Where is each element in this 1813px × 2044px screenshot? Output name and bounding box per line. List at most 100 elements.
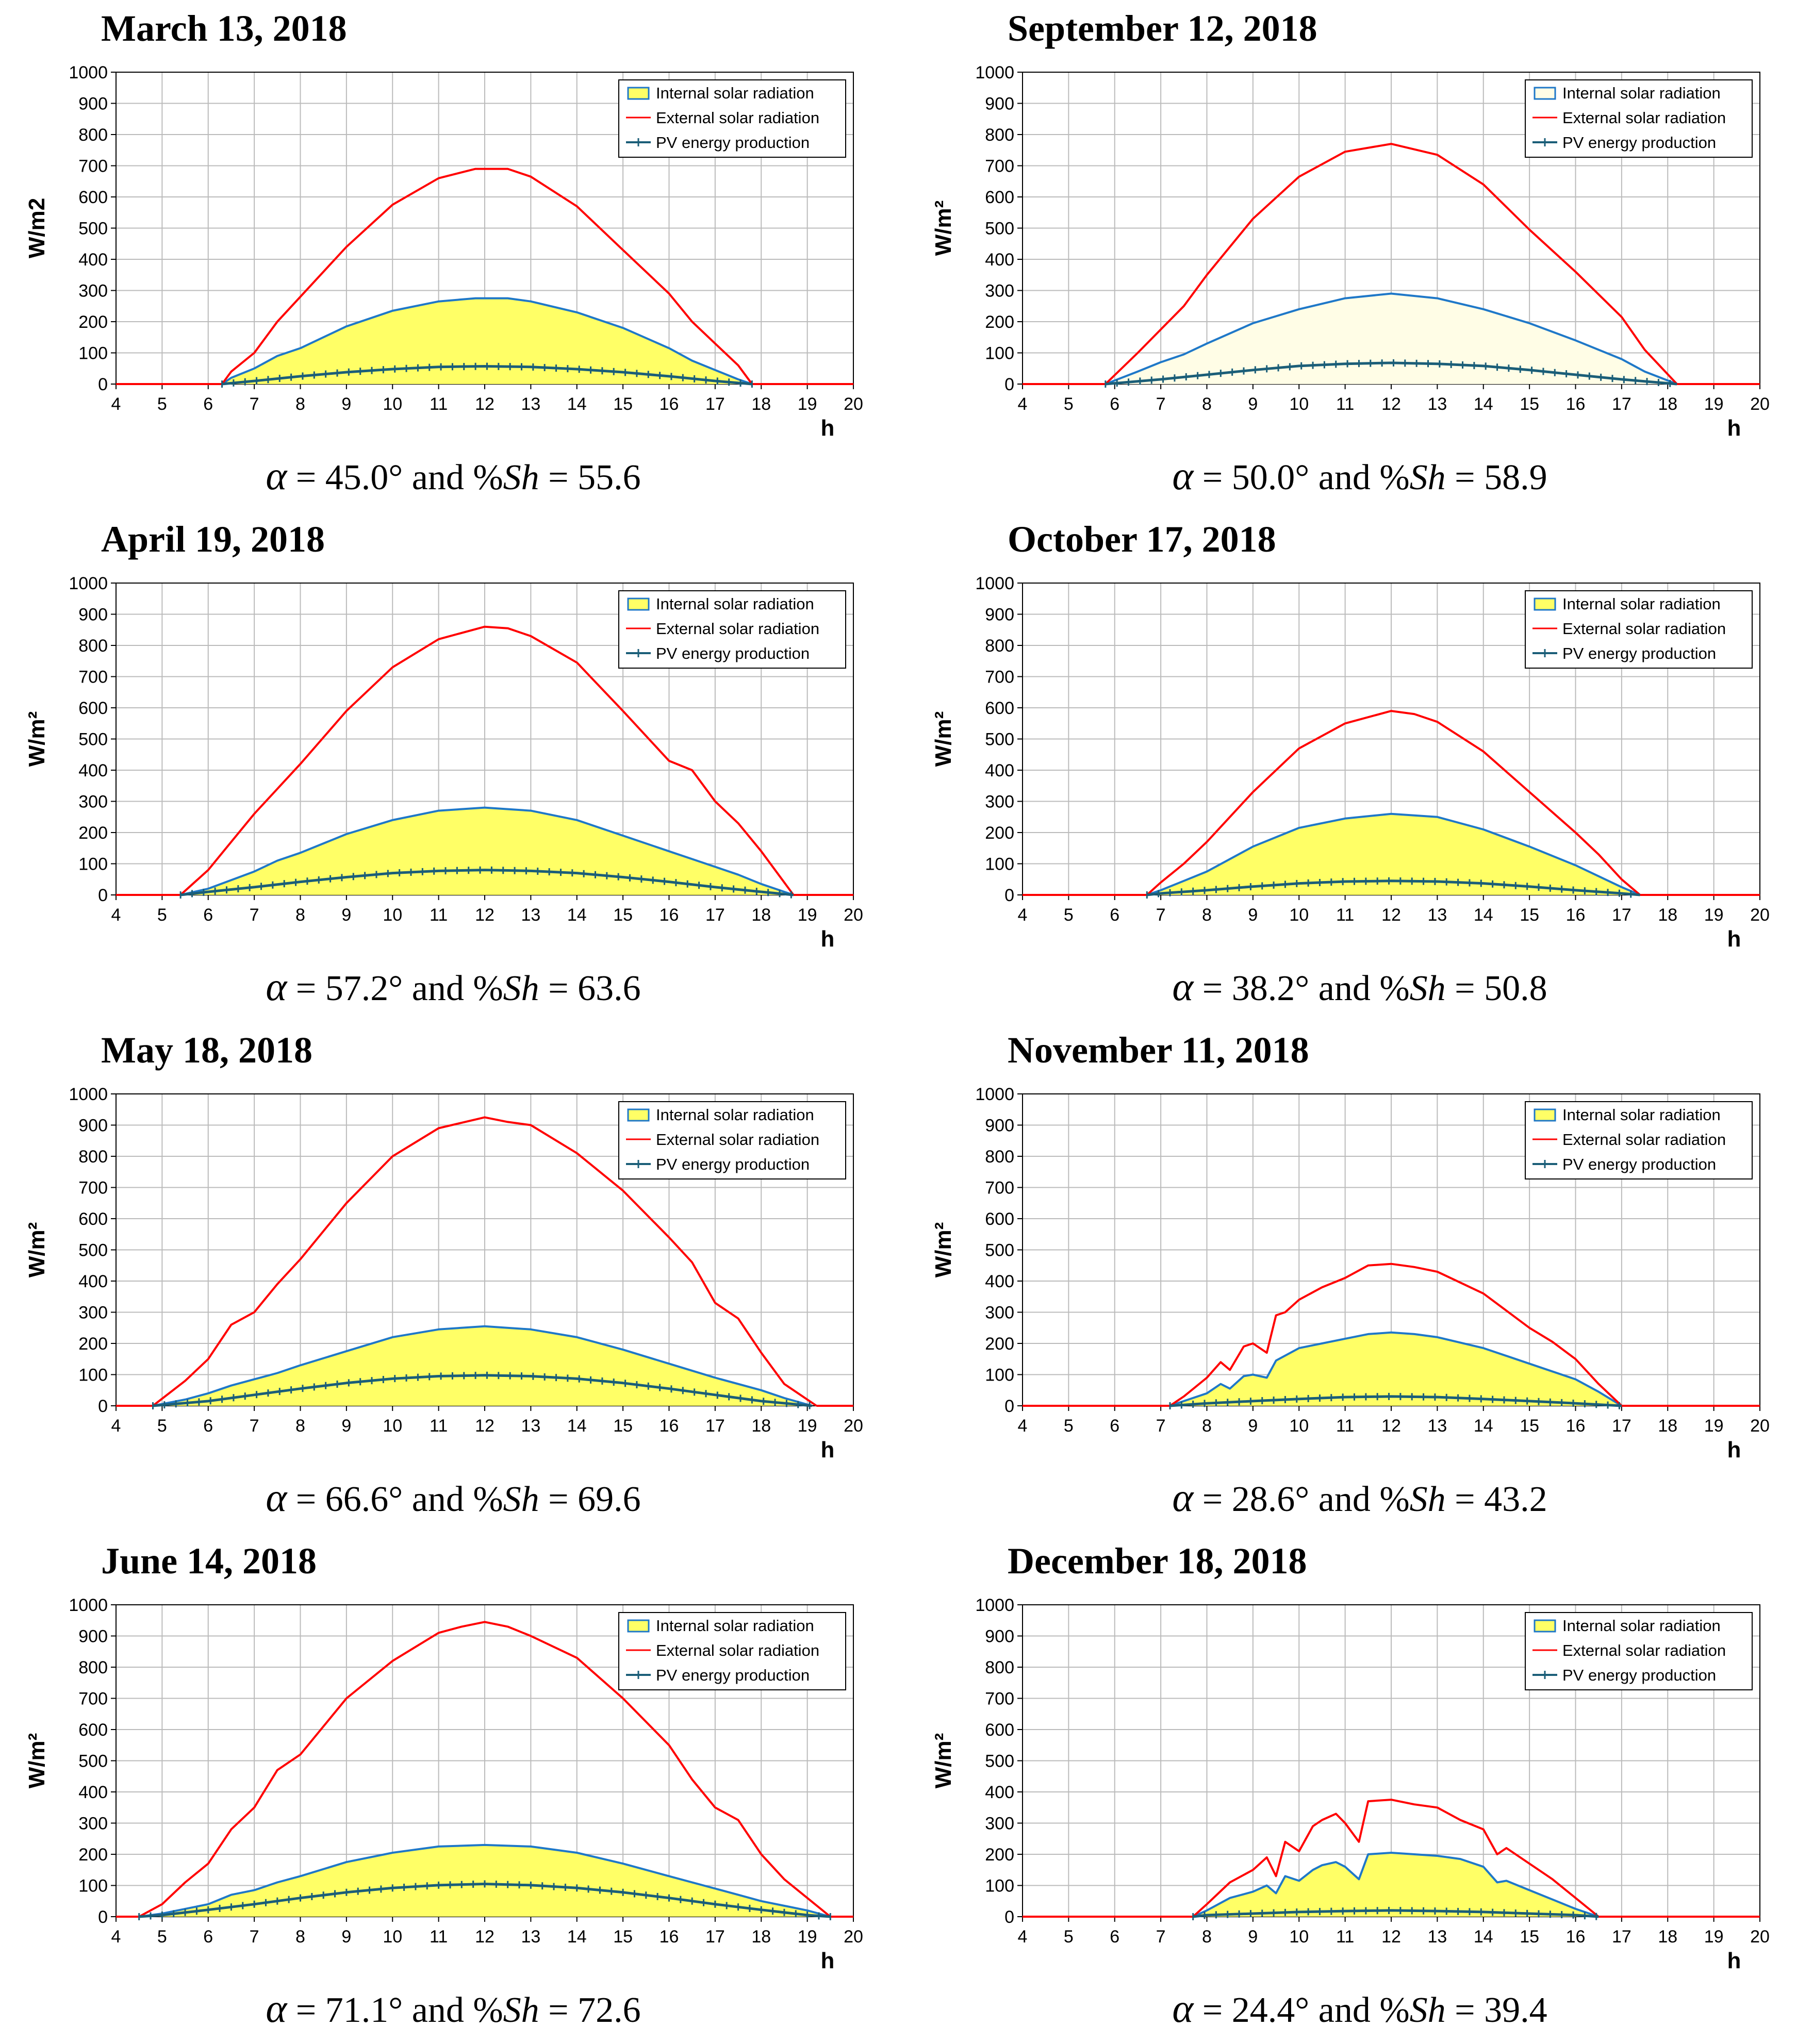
- y-tick-label: 500: [985, 730, 1014, 750]
- internal-radiation-line: [1146, 812, 1641, 896]
- x-tick-label: 17: [705, 905, 725, 925]
- y-tick-label: 900: [985, 1116, 1014, 1136]
- chart-title: June 14, 2018: [101, 1540, 317, 1582]
- y-tick-label: 500: [78, 1752, 108, 1771]
- x-tick-label: 5: [157, 905, 167, 925]
- x-tick-label: 6: [1110, 1927, 1119, 1947]
- y-tick-label: 100: [985, 855, 1014, 874]
- x-tick-label: 18: [751, 394, 771, 414]
- y-tick-label: 200: [78, 312, 108, 332]
- legend-label-internal: Internal solar radiation: [1562, 1617, 1721, 1635]
- y-tick-label: 300: [985, 1814, 1014, 1834]
- y-tick-label: 1000: [975, 1596, 1014, 1615]
- x-tick-label: 19: [798, 394, 817, 414]
- x-tick-label: 9: [1248, 394, 1258, 414]
- y-tick-label: 600: [985, 699, 1014, 718]
- x-tick-label: 6: [203, 1416, 213, 1436]
- legend-swatch-internal: [627, 1619, 650, 1633]
- x-tick-label: 14: [567, 1927, 587, 1947]
- chart-caption: α = 50.0° and %Sh = 58.9: [906, 453, 1813, 499]
- chart-caption: α = 66.6° and %Sh = 69.6: [0, 1474, 906, 1521]
- x-tick-label: 14: [1474, 905, 1493, 925]
- caption-sh-symbol: Sh: [503, 1990, 539, 2030]
- x-tick-label: 14: [567, 1416, 587, 1436]
- x-tick-label: 7: [1156, 1416, 1166, 1436]
- caption-alpha-symbol: α: [1172, 1475, 1194, 1520]
- x-axis-label: h: [1727, 926, 1741, 952]
- y-tick-label: 900: [78, 1116, 108, 1136]
- x-tick-label: 16: [1566, 905, 1586, 925]
- legend: Internal solar radiation External solar r…: [618, 1612, 846, 1690]
- legend-box: [618, 1612, 846, 1690]
- legend-label-internal: Internal solar radiation: [656, 1617, 814, 1635]
- x-tick-label: 16: [1566, 1927, 1586, 1947]
- caption-alpha-symbol: α: [266, 1986, 287, 2031]
- y-tick-label: 600: [985, 188, 1014, 207]
- internal-radiation-line: [1192, 1852, 1599, 1918]
- y-tick-label: 500: [985, 1752, 1014, 1771]
- x-tick-label: 7: [250, 1927, 259, 1947]
- y-tick-label: 100: [78, 1876, 108, 1896]
- caption-alpha-value: = 66.6° and %: [287, 1480, 503, 1519]
- x-tick-label: 8: [1202, 1416, 1212, 1436]
- y-tick-label: 700: [985, 1178, 1014, 1198]
- x-tick-label: 16: [660, 905, 679, 925]
- x-tick-label: 15: [613, 1927, 633, 1947]
- chart-title: October 17, 2018: [1008, 519, 1276, 560]
- x-tick-label: 17: [705, 1927, 725, 1947]
- y-tick-label: 0: [98, 1907, 108, 1927]
- y-tick-label: 400: [78, 1272, 108, 1291]
- chart-svg: 4 5 6 7 8 9 10 11 12 13 14 15 16 17 18 19 20010020030040…: [931, 63, 1770, 441]
- chart-panel-november: November 11, 2018 4 5 6 7 8 9 10 11 12 13 14 15 16 17 1…: [906, 1022, 1813, 1533]
- y-tick-label: 300: [78, 1814, 108, 1834]
- x-tick-label: 11: [430, 905, 448, 925]
- y-tick-label: 100: [78, 344, 108, 363]
- legend-label-external: External solar radiation: [656, 620, 819, 638]
- y-tick-label: 1000: [975, 574, 1014, 593]
- y-tick-label: 600: [78, 699, 108, 718]
- chart-panel-september: September 12, 2018 4 5 6 7 8 9 10 11 12 13 14 15 16 17…: [906, 0, 1813, 511]
- x-tick-label: 19: [1704, 1416, 1724, 1436]
- x-tick-label: 14: [1474, 1927, 1493, 1947]
- y-axis-label: W/m2: [24, 198, 50, 258]
- x-tick-label: 10: [1289, 905, 1309, 925]
- x-tick-label: 9: [341, 394, 351, 414]
- x-axis-label: h: [821, 926, 835, 952]
- x-tick-label: 15: [613, 1416, 633, 1436]
- y-tick-label: 300: [985, 281, 1014, 301]
- internal-radiation-area: [1193, 1853, 1599, 1917]
- x-tick-label: 11: [1336, 1927, 1354, 1947]
- x-tick-label: 15: [613, 394, 633, 414]
- x-tick-label: 4: [1018, 1416, 1028, 1436]
- x-tick-label: 11: [430, 1927, 448, 1947]
- y-tick-label: 200: [985, 1845, 1014, 1865]
- y-tick-label: 700: [985, 668, 1014, 687]
- y-tick-label: 300: [985, 792, 1014, 812]
- caption-sh-value: = 55.6: [539, 458, 641, 497]
- chart-svg: 4 5 6 7 8 9 10 11 12 13 14 15 16 17 18 19 20010020030040…: [24, 1085, 863, 1463]
- y-tick-label: 800: [78, 125, 108, 145]
- x-tick-label: 7: [250, 1416, 259, 1436]
- legend-label-internal: Internal solar radiation: [656, 1106, 814, 1124]
- x-tick-label: 20: [844, 1416, 863, 1436]
- legend: Internal solar radiation External solar r…: [1525, 1612, 1753, 1690]
- chart-svg: 4 5 6 7 8 9 10 11 12 13 14 15 16 17 18 19 20010020030040…: [931, 574, 1770, 952]
- y-tick-label: 1000: [975, 63, 1014, 82]
- x-tick-label: 8: [295, 1927, 305, 1947]
- x-tick-label: 20: [1750, 1927, 1770, 1947]
- legend: Internal solar radiation External solar r…: [618, 590, 846, 669]
- y-tick-label: 400: [985, 1783, 1014, 1802]
- x-tick-label: 6: [203, 394, 213, 414]
- legend-label-internal: Internal solar radiation: [656, 595, 814, 613]
- x-tick-label: 5: [157, 1927, 167, 1947]
- y-tick-label: 300: [985, 1303, 1014, 1323]
- x-tick-label: 7: [250, 394, 259, 414]
- legend-label-pv: PV energy production: [656, 1666, 810, 1684]
- chart-panel-march: March 13, 2018 4 5 6 7 8 9 10 11 12 13 14 15 16 17 18 19…: [0, 0, 906, 511]
- caption-alpha-value: = 38.2° and %: [1193, 969, 1410, 1008]
- x-tick-label: 12: [1381, 394, 1401, 414]
- pv-production-line: [1169, 1395, 1622, 1407]
- external-radiation-line: [152, 1116, 817, 1407]
- y-axis-label: W/m²: [24, 1222, 50, 1278]
- external-radiation-line: [1192, 1799, 1600, 1918]
